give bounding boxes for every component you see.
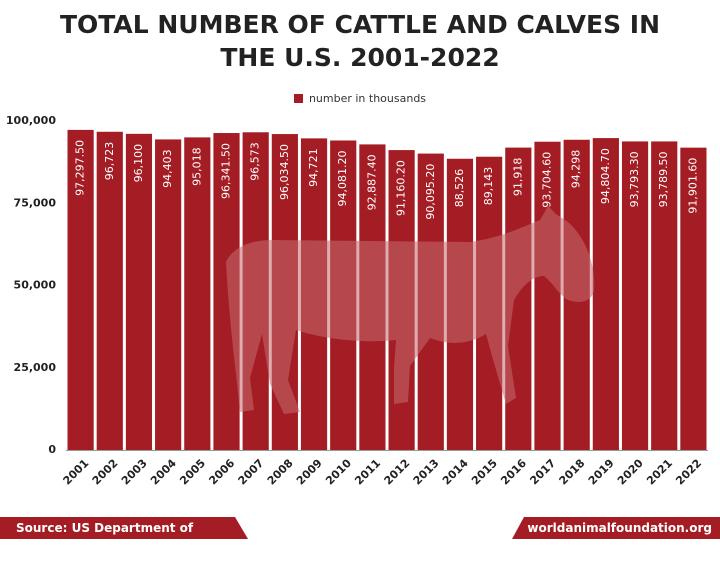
x-tick-label: 2016 xyxy=(498,456,529,487)
bar-2005 xyxy=(184,137,211,450)
x-axis: 2001200220032004200520062007200820092010… xyxy=(61,450,708,488)
x-tick-label: 2008 xyxy=(265,457,296,488)
data-label-2016: 91,918 xyxy=(511,158,524,197)
x-tick-label: 2010 xyxy=(323,456,354,487)
x-tick-label: 2003 xyxy=(119,457,150,488)
x-tick-label: 2006 xyxy=(206,456,237,487)
data-label-2014: 88,526 xyxy=(453,169,466,208)
x-tick-label: 2018 xyxy=(557,457,588,488)
bar-2022 xyxy=(680,147,707,450)
data-label-2022: 91,901.60 xyxy=(686,158,699,214)
x-tick-label: 2015 xyxy=(469,457,500,488)
chart-title-line2: THE U.S. 2001-2022 xyxy=(220,43,500,72)
cow-silhouette-icon xyxy=(226,206,595,414)
bar-2004 xyxy=(155,139,182,450)
data-label-2019: 94,804.70 xyxy=(599,148,612,204)
data-label-2006: 96,341.50 xyxy=(220,143,233,199)
data-label-2011: 92,887.40 xyxy=(365,154,378,210)
data-labels-layer: 97,297.50 96,723 96,100 94,403 95,018 96,341.… xyxy=(74,140,700,220)
y-tick-label: 0 xyxy=(48,443,56,456)
x-tick-label: 2020 xyxy=(615,456,646,487)
y-tick-label: 75,000 xyxy=(14,196,57,209)
data-label-2021: 93,789.50 xyxy=(657,151,670,207)
chart-title-line1: TOTAL NUMBER OF CATTLE AND CALVES IN xyxy=(59,10,661,39)
data-label-2015: 89,143 xyxy=(482,167,495,206)
bar-2002 xyxy=(96,131,123,451)
x-tick-label: 2001 xyxy=(61,457,92,488)
y-tick-label: 100,000 xyxy=(6,114,56,127)
y-axis: 0 25,000 50,000 75,000 100,000 xyxy=(6,114,56,456)
data-label-2013: 90,095.20 xyxy=(424,164,437,220)
x-tick-label: 2011 xyxy=(352,457,383,488)
bar-chart: 97,297.50 96,723 96,100 94,403 95,018 96,341.… xyxy=(6,114,708,488)
bar-2020 xyxy=(621,141,649,450)
y-tick-label: 50,000 xyxy=(14,279,57,292)
x-tick-label: 2013 xyxy=(411,457,442,488)
x-tick-label: 2014 xyxy=(440,456,471,487)
data-label-2003: 96,100 xyxy=(132,144,145,183)
chart-title: TOTAL NUMBER OF CATTLE AND CALVES IN THE… xyxy=(0,8,720,74)
data-label-2017: 93,704.60 xyxy=(541,152,554,208)
data-label-2012: 91,160.20 xyxy=(395,160,408,216)
y-tick-label: 25,000 xyxy=(14,361,57,374)
x-tick-label: 2017 xyxy=(527,457,558,488)
data-label-2005: 95,018 xyxy=(190,147,203,186)
data-label-2008: 96,034.50 xyxy=(278,144,291,200)
data-label-2007: 96,573 xyxy=(249,142,262,181)
x-tick-label: 2022 xyxy=(673,457,704,488)
data-label-2010: 94,081.20 xyxy=(336,150,349,206)
x-tick-label: 2004 xyxy=(148,456,179,487)
x-tick-label: 2019 xyxy=(586,457,617,488)
data-label-2018: 94,298 xyxy=(570,150,583,189)
data-label-2009: 94,721 xyxy=(307,148,320,187)
bar-2019 xyxy=(592,138,619,451)
bar-2021 xyxy=(651,141,678,450)
data-label-2001: 97,297.50 xyxy=(74,140,87,196)
x-tick-label: 2012 xyxy=(382,457,413,488)
chart-legend: number in thousands xyxy=(0,92,720,105)
x-tick-label: 2021 xyxy=(644,457,675,488)
data-label-2002: 96,723 xyxy=(103,142,116,181)
data-label-2020: 93,793.30 xyxy=(628,151,641,207)
x-tick-label: 2007 xyxy=(236,457,267,488)
legend-swatch xyxy=(293,94,303,103)
x-tick-label: 2005 xyxy=(177,457,208,488)
bar-2001 xyxy=(67,129,94,450)
x-tick-label: 2002 xyxy=(90,457,121,488)
source-footer: Source: US Department of Agriculture xyxy=(0,517,248,539)
data-label-2004: 94,403 xyxy=(161,149,174,188)
bar-2017 xyxy=(534,141,561,451)
legend-label: number in thousands xyxy=(308,92,427,105)
bars-layer xyxy=(67,129,707,451)
bar-2003 xyxy=(125,133,153,450)
x-tick-label: 2009 xyxy=(294,457,325,488)
site-footer: worldanimalfoundation.org xyxy=(512,517,720,539)
